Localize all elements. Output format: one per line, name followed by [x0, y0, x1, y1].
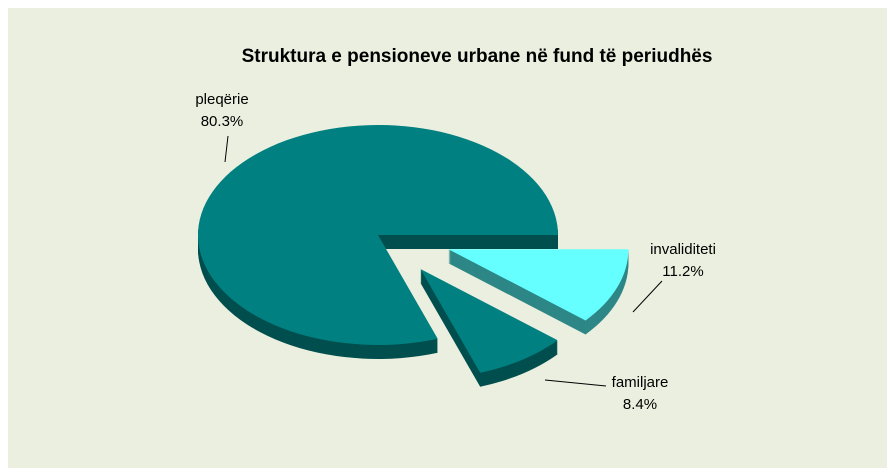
slice-label: pleqërie	[195, 91, 248, 108]
slice-label: invaliditeti	[650, 241, 716, 258]
slice-value: 8.4%	[623, 396, 657, 413]
chart-title: Struktura e pensioneve urbane në fund të…	[242, 46, 713, 67]
leader-line	[544, 379, 607, 387]
slice	[448, 249, 629, 321]
slice-value: 80.3%	[201, 113, 244, 130]
leader-line	[224, 135, 229, 163]
pie-slice	[198, 125, 559, 359]
slice	[420, 268, 558, 373]
leader-line	[632, 280, 663, 313]
slice-value: 11.2%	[662, 263, 703, 280]
pie-slice	[448, 249, 629, 335]
pie-slice	[420, 268, 558, 387]
slice	[198, 125, 558, 345]
slice-label: familjare	[612, 374, 669, 391]
